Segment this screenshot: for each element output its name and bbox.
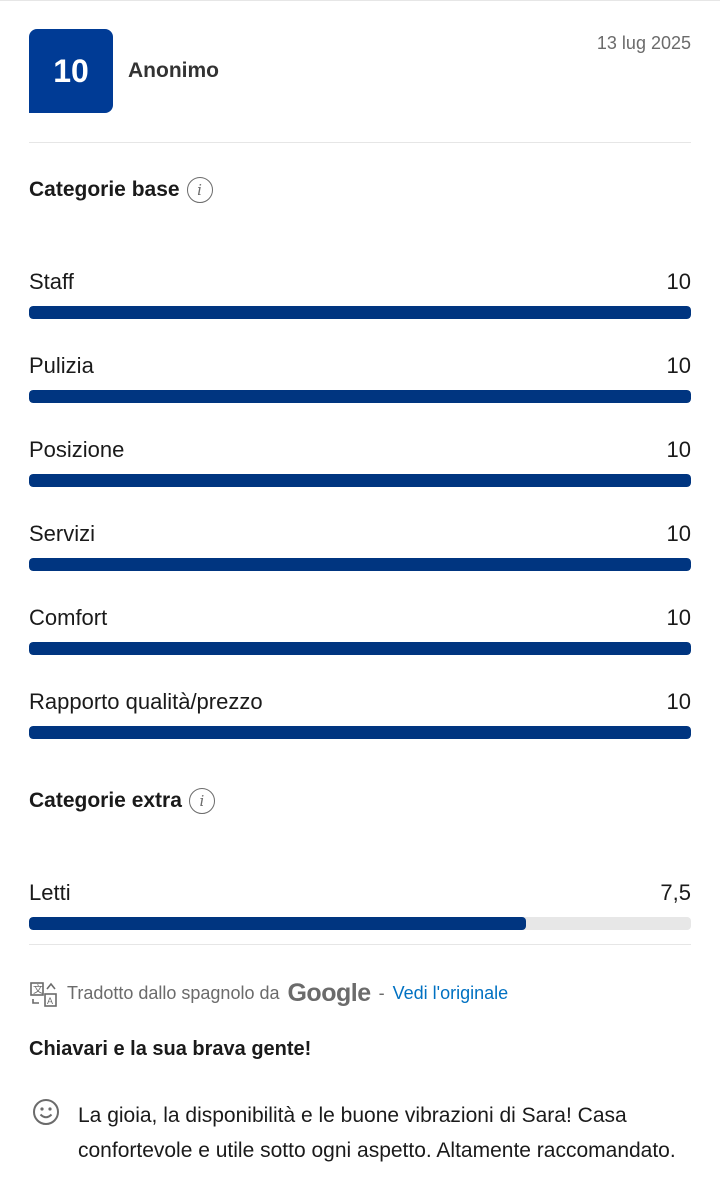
score-bar-track [29,726,691,739]
category-label: Rapporto qualità/prezzo [29,689,263,714]
score-bar-fill [29,726,691,739]
heading-text: Categorie base [29,178,180,201]
score-bar-fill [29,558,691,571]
category-score: 10 [666,605,691,630]
author-name: Anonimo [128,59,219,82]
category-score: 10 [666,689,691,714]
category-score: 10 [666,437,691,462]
positive-text: La gioia, la disponibilità e le buone vi… [78,1104,676,1162]
review-title: Chiavari e la sua brava gente! [29,1038,312,1060]
review-date: 13 lug 2025 [596,33,691,53]
score-bar-track [29,474,691,487]
score-bar-fill [29,642,691,655]
smiley-icon [33,1099,59,1125]
category-row: Servizi 10 [29,521,691,581]
category-label: Posizione [29,437,125,462]
score-bar-fill [29,917,526,930]
category-score: 10 [666,521,691,546]
category-row: Staff 10 [29,269,691,329]
category-row: Posizione 10 [29,437,691,497]
view-original-link[interactable]: Vedi l'originale [392,983,509,1003]
category-score: 10 [666,353,691,378]
info-icon[interactable]: i [186,177,213,203]
category-row: Pulizia 10 [29,353,691,413]
translate-icon: 文A [30,981,57,1007]
score-bar-fill [29,306,691,319]
category-label: Staff [29,269,74,294]
category-row: Rapporto qualità/prezzo 10 [29,689,691,749]
category-score: 7,5 [660,880,691,905]
translation-text: Tradotto dallo spagnolo da [67,983,280,1003]
score-bar-track [29,390,691,403]
info-icon[interactable]: i [188,788,215,814]
divider [29,142,691,143]
category-row: Comfort 10 [29,605,691,665]
svg-text:A: A [47,996,53,1006]
score-badge: 10 [29,29,113,113]
score-bar-fill [29,474,691,487]
score-bar-track [29,558,691,571]
divider [29,944,691,945]
extra-categories-heading: Categorie extra i [29,788,215,814]
category-label: Comfort [29,605,108,630]
category-label: Letti [29,880,71,905]
score-bar-track [29,642,691,655]
score-bar-fill [29,390,691,403]
separator: - [378,983,385,1003]
base-categories-heading: Categorie base i [29,177,213,203]
category-label: Servizi [29,521,96,546]
heading-text: Categorie extra [29,789,182,812]
category-label: Pulizia [29,353,94,378]
category-score: 10 [666,269,691,294]
category-row: Letti 7,5 [29,880,691,940]
svg-text:文: 文 [33,983,43,996]
score-bar-track [29,306,691,319]
score-bar-track [29,917,691,930]
google-logo: Google [287,979,371,1007]
